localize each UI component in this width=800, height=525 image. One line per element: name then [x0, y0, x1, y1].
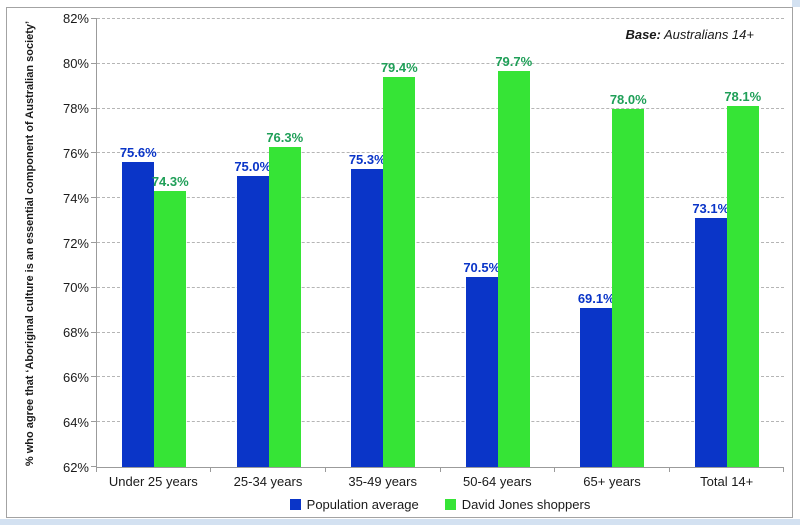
y-axis-tick-labels: 62% 64% 66% 68% 70% 72% 74% 76% 78% 80% 82%: [7, 11, 89, 475]
y-axis-tick: [91, 107, 97, 109]
y-tick-label: 68%: [62, 325, 89, 341]
bar-value-label: 79.4%: [380, 60, 418, 76]
x-axis-labels: Under 25 years 25-34 years 35-49 years 50-6…: [96, 474, 784, 489]
y-axis-tick: [91, 62, 97, 64]
y-tick-label: 78%: [62, 100, 89, 116]
y-axis-tick: [91, 286, 97, 288]
legend-swatch-icon: [444, 499, 456, 510]
y-axis-tick: [91, 197, 97, 199]
legend: Population average David Jones shoppers: [96, 497, 784, 512]
bar: 75.3%: [349, 152, 386, 467]
x-axis-tick: [210, 467, 212, 472]
bar: 69.1%: [578, 291, 615, 467]
gridline: [97, 242, 784, 243]
bar: 73.1%: [692, 201, 729, 467]
y-tick-label: 64%: [62, 415, 89, 431]
category-label: Under 25 years: [108, 474, 198, 489]
gridline: [97, 197, 784, 199]
bar: 79.7%: [495, 54, 532, 467]
y-tick-label: 80%: [62, 55, 89, 71]
legend-item: Population average: [289, 497, 419, 512]
bar: 75.6%: [120, 145, 157, 467]
y-tick-label: 74%: [62, 190, 89, 206]
x-axis-tick: [324, 467, 326, 472]
y-axis-tick: [91, 421, 97, 423]
y-tick-label: 70%: [62, 280, 89, 296]
bar: 75.0%: [234, 159, 271, 467]
base-note-text: Australians 14+: [664, 27, 754, 42]
y-axis-tick: [91, 331, 97, 333]
bar-group: 75.3% 79.4%: [326, 19, 441, 467]
gridline: [97, 421, 784, 423]
legend-label: David Jones shoppers: [461, 497, 591, 512]
slide-bottom-strip: [0, 519, 800, 525]
bar-group: 75.6% 74.3%: [97, 19, 212, 467]
bar-group: 73.1% 78.1%: [670, 19, 785, 467]
bar: 79.4%: [381, 60, 418, 467]
bar-value-label: 79.7%: [495, 53, 533, 69]
y-tick-label: 76%: [62, 145, 89, 161]
chart-frame: % who agree that ‘Aboriginal culture is …: [6, 7, 793, 518]
y-axis-tick: [91, 466, 97, 467]
bar: 76.3%: [266, 130, 303, 467]
slide-corner-strip: [792, 0, 800, 7]
category-label: 65+ years: [583, 474, 641, 489]
bar: 78.0%: [610, 92, 647, 467]
y-axis-tick: [91, 376, 97, 378]
category-label: Total 14+: [700, 474, 754, 489]
bar: 74.3%: [152, 174, 189, 467]
y-tick-label: 66%: [62, 370, 89, 386]
x-axis-tick: [439, 467, 441, 472]
category-label: 35-49 years: [348, 474, 417, 489]
base-note: Base: Australians 14+: [625, 27, 754, 42]
gridline: [97, 18, 784, 19]
y-tick-label: 72%: [62, 235, 89, 251]
bar: 70.5%: [463, 260, 500, 467]
bar-value-label: 75.3%: [348, 152, 386, 168]
y-axis-tick: [91, 242, 97, 243]
category-label: 25-34 years: [233, 474, 303, 489]
y-axis-tick: [91, 152, 97, 154]
bar-value-label: 73.1%: [692, 201, 730, 217]
bar-value-label: 76.3%: [266, 129, 304, 145]
legend-label: Population average: [306, 497, 419, 512]
bar-value-label: 78.0%: [609, 91, 647, 107]
legend-item: David Jones shoppers: [444, 497, 591, 512]
bar-value-label: 75.0%: [234, 158, 272, 174]
bar-group: 75.0% 76.3%: [212, 19, 327, 467]
x-axis-tick: [668, 467, 670, 472]
gridline: [97, 152, 784, 154]
legend-swatch-icon: [289, 499, 301, 510]
base-note-prefix: Base:: [625, 27, 661, 42]
y-axis-tick: [91, 18, 97, 19]
bar-value-label: 69.1%: [577, 290, 615, 306]
bar-value-label: 74.3%: [151, 174, 189, 190]
bar-value-label: 75.6%: [119, 145, 157, 161]
bar: 78.1%: [724, 89, 761, 467]
x-axis-tick: [783, 467, 784, 472]
plot-area: Base: Australians 14+ 75.6% 74.3% 75.0% 76.…: [91, 18, 785, 472]
bar-group: 69.1% 78.0%: [555, 19, 670, 467]
bar-value-label: 70.5%: [463, 259, 501, 275]
gridline: [97, 286, 784, 288]
gridline: [97, 107, 784, 109]
x-axis-tick: [553, 467, 555, 472]
bar-group: 70.5% 79.7%: [441, 19, 556, 467]
x-axis-tick: [96, 467, 97, 472]
y-tick-label: 82%: [62, 11, 89, 26]
category-label: 50-64 years: [463, 474, 532, 489]
gridline: [97, 331, 784, 333]
bar-value-label: 78.1%: [724, 89, 762, 105]
y-tick-label: 62%: [62, 460, 89, 475]
gridline: [97, 62, 784, 64]
gridline: [97, 376, 784, 378]
